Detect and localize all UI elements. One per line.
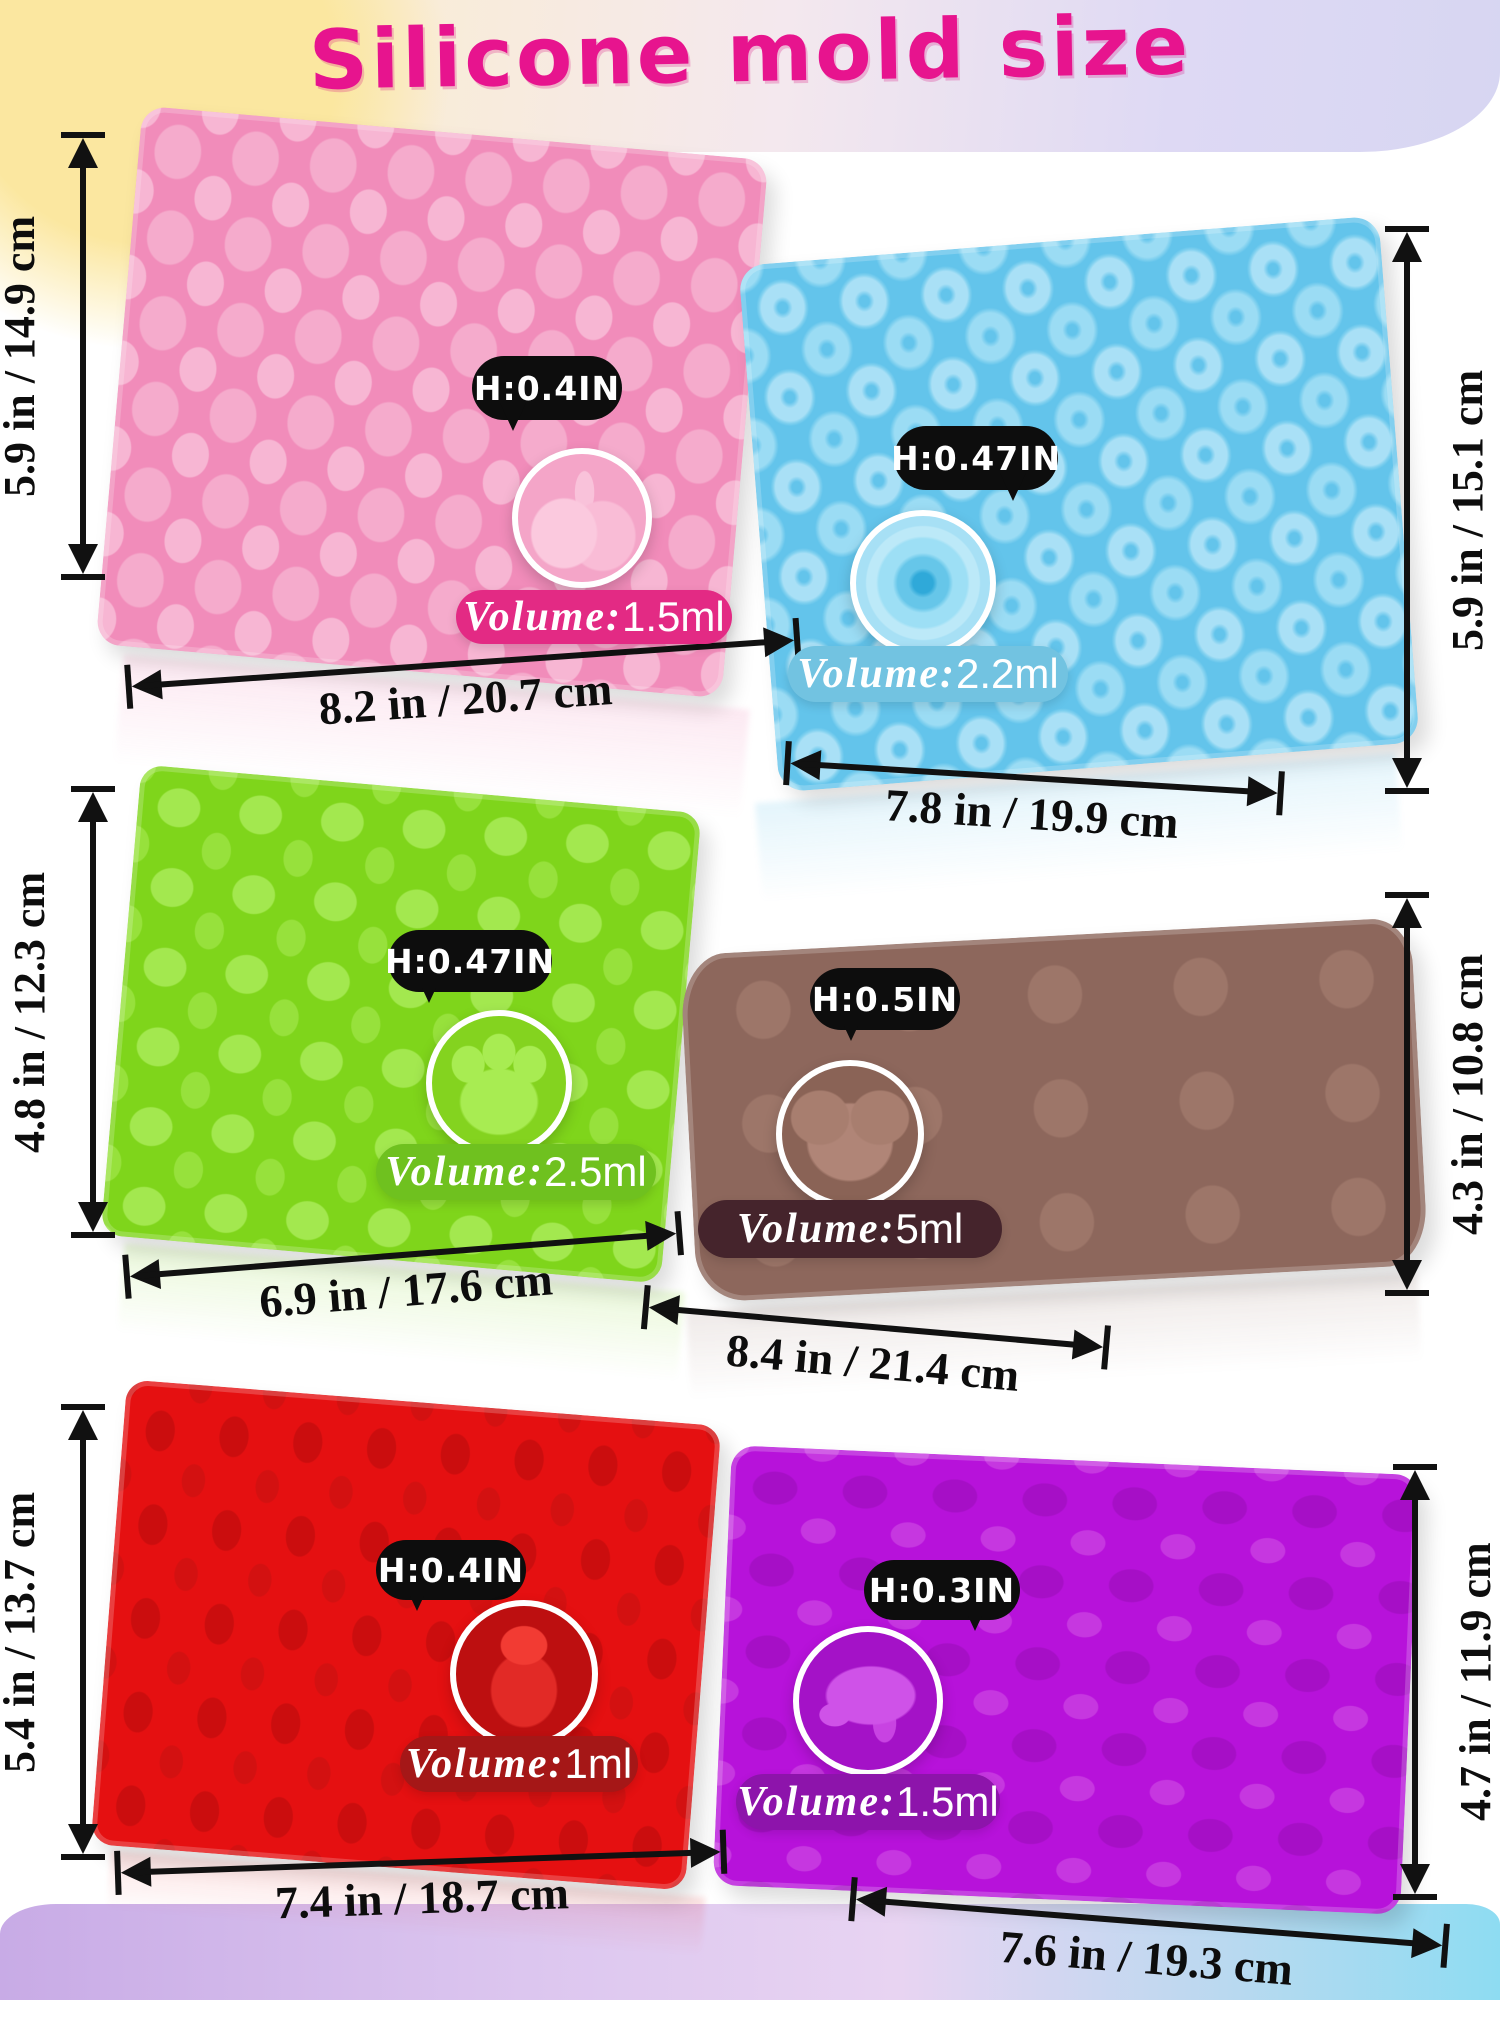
dimension-cap	[1393, 1464, 1437, 1470]
red-cavity-height-label: H:0.4IN	[377, 1550, 525, 1590]
purple-volume-value: 1.5ml	[895, 1778, 999, 1825]
purple-volume-badge: Volume: 1.5ml	[736, 1774, 1000, 1830]
pink-cavity-height-bubble: H:0.4IN	[472, 356, 622, 431]
brown-cavity-height-label: H:0.5IN	[811, 979, 959, 1019]
purple-height-dimension-label: 4.7 in / 11.9 cm	[1451, 1542, 1500, 1822]
brown-volume-word: Volume:	[736, 1206, 896, 1252]
green-volume-word: Volume:	[385, 1149, 544, 1195]
brown-height-dimension-label: 4.3 in / 10.8 cm	[1443, 953, 1492, 1235]
purple-cavity-height-label: H:0.3IN	[868, 1570, 1016, 1610]
dimension-cap	[1385, 1290, 1429, 1296]
brown-volume-badge: Volume: 5ml	[698, 1200, 1002, 1258]
blue-volume-badge: Volume: 2.2ml	[788, 646, 1068, 702]
arrow-down-icon	[1392, 758, 1422, 788]
dimension-arrow-line	[80, 146, 86, 566]
red-cavity-zoom-circle gummy-bear-cavity-icon	[450, 1600, 598, 1748]
red-volume-word: Volume:	[405, 1741, 565, 1787]
purple-cavity-zoom-circle dinosaur-cavity-icon	[793, 1626, 943, 1776]
pink-volume-value: 1.5ml	[621, 593, 725, 640]
red-volume-value: 1ml	[564, 1740, 633, 1787]
blue-cavity-zoom-circle donut-cavity-icon	[850, 510, 996, 656]
green-paw-mold-photo	[100, 764, 702, 1284]
arrow-down-icon	[1392, 1260, 1422, 1290]
dimension-arrow-line	[1404, 240, 1410, 780]
green-volume-badge: Volume: 2.5ml	[376, 1144, 656, 1200]
green-height-dimension-label: 4.8 in / 12.3 cm	[5, 871, 54, 1153]
red-width-dimension: 7.4 in / 18.7 cm	[114, 1827, 729, 1958]
green-height-dimension: 4.8 in / 12.3 cm	[5, 786, 120, 1238]
red-height-dimension: 5.4 in / 13.7 cm	[0, 1404, 110, 1860]
pink-cavity-height-label: H:0.4IN	[473, 368, 621, 408]
purple-volume-word: Volume:	[737, 1779, 896, 1825]
dimension-arrow-line	[1412, 1478, 1418, 1886]
dimension-cap	[1385, 788, 1429, 794]
dimension-cap	[71, 786, 115, 792]
dimension-arrow-line	[80, 1418, 86, 1846]
arrow-down-icon	[78, 1202, 108, 1232]
blue-donut-mold-photo	[738, 215, 1420, 793]
brown-height-dimension: 4.3 in / 10.8 cm	[1385, 892, 1500, 1296]
dimension-cap	[61, 1854, 105, 1860]
red-height-dimension-label: 5.4 in / 13.7 cm	[0, 1491, 44, 1773]
red-cavity-height-bubble: H:0.4IN	[376, 1540, 526, 1611]
dimension-cap	[71, 1232, 115, 1238]
dimension-cap	[1393, 1894, 1437, 1900]
red-gummy-bear-mold-photo	[90, 1379, 722, 1891]
arrow-down-icon	[68, 544, 98, 574]
brown-volume-value: 5ml	[895, 1205, 964, 1252]
green-cavity-height-bubble: H:0.47IN	[384, 930, 556, 1003]
blue-height-dimension-label: 5.9 in / 15.1 cm	[1443, 369, 1492, 651]
arrow-down-icon	[1400, 1864, 1430, 1894]
pink-cavity-zoom-circle cherry-cavity-icon	[512, 448, 652, 588]
brown-cavity-height-bubble: H:0.5IN	[810, 968, 960, 1041]
purple-height-dimension: 4.7 in / 11.9 cm	[1393, 1464, 1500, 1900]
pink-volume-badge: Volume: 1.5ml	[456, 590, 732, 644]
pink-height-dimension: 5.9 in / 14.9 cm	[0, 132, 110, 580]
blue-volume-word: Volume:	[797, 651, 956, 697]
brown-cavity-zoom-circle monkey-cavity-icon	[776, 1060, 924, 1208]
dimension-cap	[61, 574, 105, 580]
bottom-gradient-banner	[0, 1904, 1500, 2000]
blue-volume-value: 2.2ml	[955, 650, 1059, 697]
dimension-cap	[61, 1404, 105, 1410]
blue-cavity-height-label: H:0.47IN	[890, 438, 1062, 478]
green-cavity-height-label: H:0.47IN	[384, 941, 556, 981]
blue-height-dimension: 5.9 in / 15.1 cm	[1385, 226, 1500, 794]
dimension-cap	[1385, 226, 1429, 232]
dimension-cap	[61, 132, 105, 138]
blue-cavity-height-bubble: H:0.47IN	[890, 426, 1062, 501]
dimension-cap	[1385, 892, 1429, 898]
green-volume-value: 2.5ml	[543, 1148, 647, 1195]
green-cavity-zoom-circle paw-cavity-icon	[426, 1010, 572, 1156]
pink-height-dimension-label: 5.9 in / 14.9 cm	[0, 215, 44, 497]
pink-volume-word: Volume:	[463, 594, 622, 640]
red-volume-badge: Volume: 1ml	[400, 1736, 638, 1792]
blue-width-dimension-label: 7.8 in / 19.9 cm	[883, 779, 1181, 849]
dimension-arrow-line	[90, 800, 96, 1224]
page-title: Silicone mold size	[308, 0, 1192, 109]
arrow-down-icon	[68, 1824, 98, 1854]
dimension-arrow-line	[1404, 906, 1410, 1282]
purple-cavity-height-bubble: H:0.3IN	[864, 1560, 1020, 1631]
